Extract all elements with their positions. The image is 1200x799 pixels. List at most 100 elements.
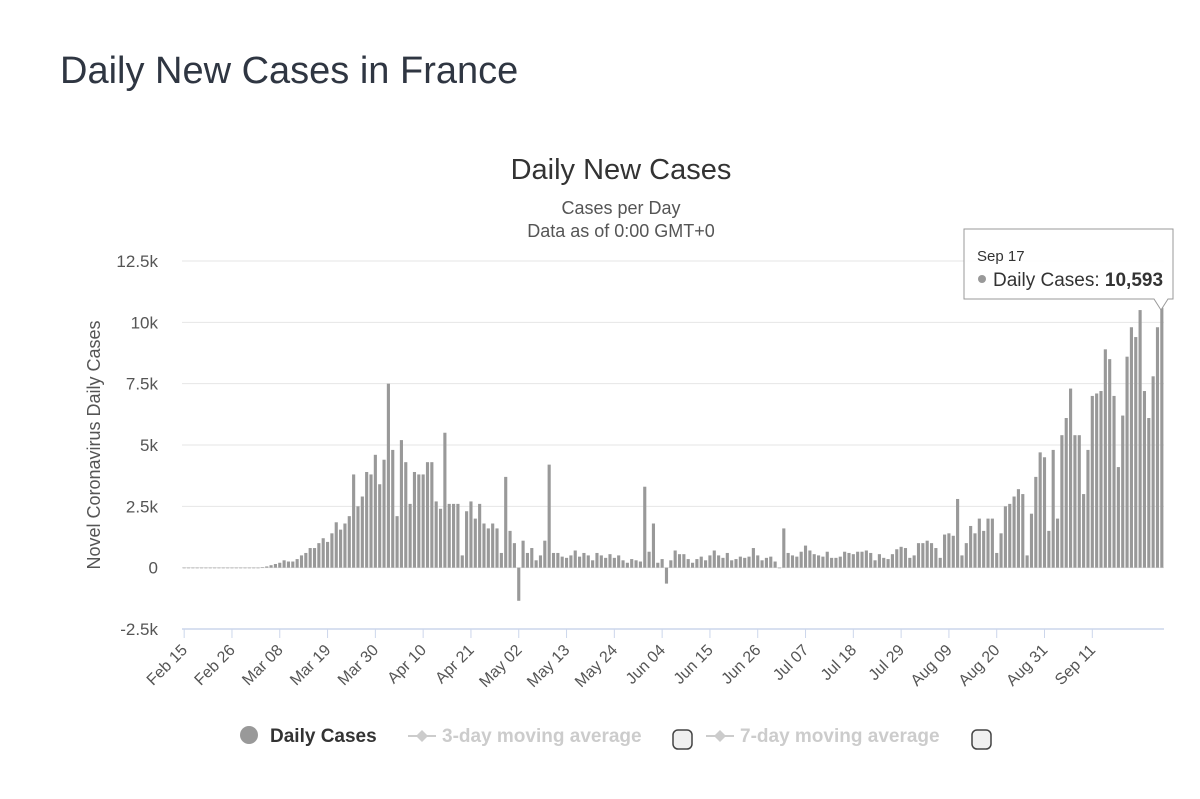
bar[interactable] [278,562,282,568]
bar[interactable] [856,551,860,568]
bar[interactable] [430,462,434,568]
bar[interactable] [929,543,934,568]
bar[interactable] [760,560,764,568]
bar[interactable] [973,533,977,568]
bar[interactable] [986,518,990,568]
bar[interactable] [425,462,430,568]
bar[interactable] [625,562,629,568]
bar[interactable] [1021,494,1025,568]
bar[interactable] [282,560,286,568]
bar[interactable] [291,561,295,568]
bar[interactable] [730,560,734,568]
bar[interactable] [217,567,221,569]
bar[interactable] [1034,476,1038,568]
bar[interactable] [186,567,191,569]
bar[interactable] [199,567,204,569]
bar[interactable] [1121,415,1125,568]
bar[interactable] [421,474,425,568]
bar[interactable] [1016,489,1020,568]
bar[interactable] [925,540,929,568]
bar[interactable] [582,552,586,568]
bar[interactable] [999,533,1003,568]
bar[interactable] [908,557,912,568]
legend-item-daily-cases[interactable]: Daily Cases [240,726,377,747]
bar[interactable] [873,560,877,568]
bar[interactable] [886,559,890,568]
bar[interactable] [1142,391,1147,568]
bar[interactable] [330,533,334,568]
bar[interactable] [1047,530,1051,568]
bar[interactable] [1099,391,1103,568]
bar[interactable] [808,550,812,568]
bar[interactable] [777,567,782,569]
bar[interactable] [352,474,356,568]
bar[interactable] [982,530,986,568]
bar[interactable] [591,560,595,568]
bar[interactable] [899,546,903,568]
bar[interactable] [695,559,699,568]
bar[interactable] [725,552,729,568]
bar[interactable] [634,560,638,568]
bar[interactable] [560,556,564,568]
bar[interactable] [491,523,495,568]
bar[interactable] [830,557,834,568]
bar[interactable] [525,552,529,568]
bar[interactable] [456,503,460,568]
bar[interactable] [895,549,899,568]
bar[interactable] [239,567,243,569]
bar[interactable] [334,522,338,568]
bar[interactable] [504,476,508,568]
bar[interactable] [803,545,808,568]
bar[interactable] [956,498,960,568]
bar[interactable] [508,530,512,568]
bar[interactable] [460,555,464,568]
bar[interactable] [478,503,482,568]
bar[interactable] [512,543,516,568]
bar[interactable] [660,559,664,568]
bar[interactable] [708,555,712,568]
bar[interactable] [469,501,473,568]
bar[interactable] [1147,418,1151,568]
bar[interactable] [1003,506,1007,568]
bar[interactable] [273,563,277,568]
bar[interactable] [339,529,343,568]
bar[interactable] [869,552,873,568]
bar[interactable] [412,471,417,568]
bar[interactable] [1129,327,1133,568]
bar[interactable] [756,555,760,568]
bar[interactable] [1055,518,1060,568]
bar[interactable] [538,555,543,568]
bar[interactable] [317,543,321,568]
bar[interactable] [712,550,716,568]
bar[interactable] [621,560,625,568]
bar[interactable] [1160,307,1164,568]
bar[interactable] [812,554,816,568]
bar[interactable] [534,560,538,568]
bar[interactable] [530,548,534,568]
bar[interactable] [673,550,677,568]
bar[interactable] [651,523,656,568]
bar[interactable] [638,561,642,568]
bar[interactable] [1051,449,1055,568]
bar[interactable] [786,552,790,568]
bar[interactable] [1125,356,1129,568]
bar[interactable] [243,567,247,569]
bar[interactable] [699,556,703,568]
bar[interactable] [360,496,364,568]
bar[interactable] [373,454,377,568]
bar[interactable] [230,567,234,569]
bar[interactable] [995,552,999,568]
bar[interactable] [860,551,864,568]
bar[interactable] [226,567,230,569]
bar[interactable] [690,562,695,568]
bar[interactable] [947,533,951,568]
bar[interactable] [391,449,395,568]
bar[interactable] [821,556,825,568]
bar[interactable] [417,474,421,568]
bar[interactable] [182,567,186,569]
bar[interactable] [834,557,838,568]
bar[interactable] [1108,359,1112,568]
bar[interactable] [473,518,477,568]
bar[interactable] [1012,496,1016,568]
bar[interactable] [304,552,308,568]
